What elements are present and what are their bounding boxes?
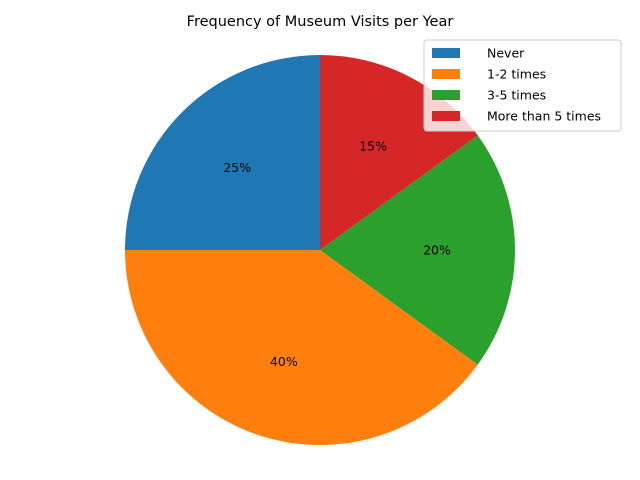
pie-slice-label: 15% xyxy=(359,138,387,153)
legend-swatch xyxy=(432,48,460,58)
legend-label: 3-5 times xyxy=(487,88,546,103)
pie-slice-label: 40% xyxy=(270,354,298,369)
legend-swatch xyxy=(432,111,460,121)
pie-slice-1-2-times xyxy=(125,250,478,446)
pie-slice-label: 25% xyxy=(223,160,251,175)
pie-slice-labels: 25% 40% 20% 15% xyxy=(223,138,451,369)
legend-label: Never xyxy=(487,46,525,61)
legend-items: Never 1-2 times 3-5 times More than 5 times xyxy=(432,46,601,124)
legend-box xyxy=(423,39,622,132)
legend-swatch xyxy=(432,90,460,100)
pie-slice-label: 20% xyxy=(423,243,451,258)
pie-slices xyxy=(125,54,516,446)
pie-slice-3-5-times xyxy=(320,135,516,365)
legend-label: More than 5 times xyxy=(487,109,601,124)
legend-swatch xyxy=(432,69,460,79)
pie-slice-never xyxy=(125,55,320,250)
legend: Never 1-2 times 3-5 times More than 5 times xyxy=(423,39,622,132)
legend-label: 1-2 times xyxy=(487,67,546,82)
chart-title: Frequency of Museum Visits per Year xyxy=(187,14,454,30)
